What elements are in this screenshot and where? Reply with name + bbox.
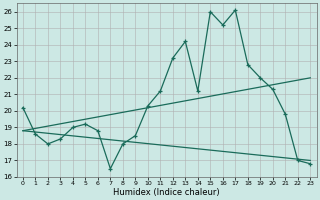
X-axis label: Humidex (Indice chaleur): Humidex (Indice chaleur) xyxy=(113,188,220,197)
